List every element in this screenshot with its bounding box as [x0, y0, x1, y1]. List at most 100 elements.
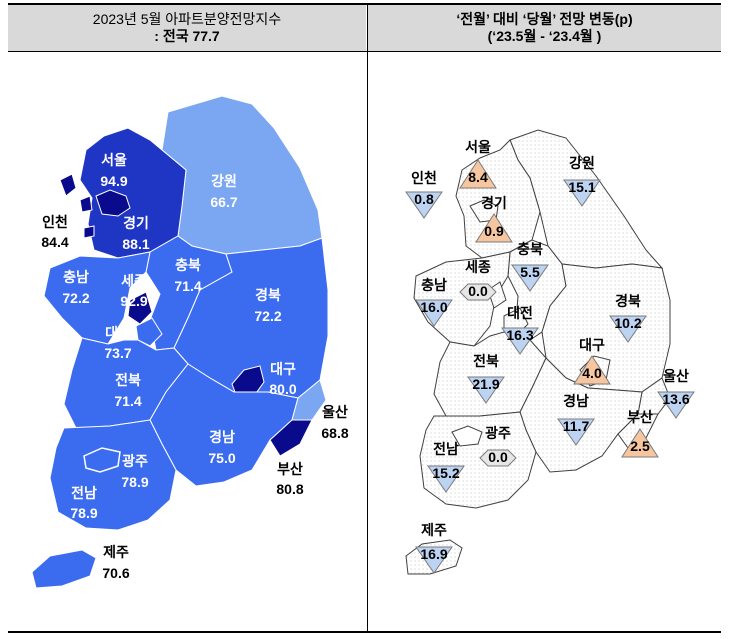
change-label-11: 울산 [663, 368, 689, 384]
value-jeonnam: 78.9 [70, 505, 97, 521]
change-value-13: 2.5 [630, 438, 650, 454]
change-marker-down-10 [467, 376, 505, 404]
change-marker-down-1 [405, 191, 443, 219]
change-marker-down-7 [609, 315, 647, 343]
label-incheon: 인천 [42, 214, 68, 230]
value-busan: 80.8 [276, 481, 303, 497]
change-marker-down-16 [415, 546, 453, 574]
change-value-2: 15.1 [568, 179, 595, 195]
value-seoul: 94.9 [100, 173, 127, 189]
change-value-7: 10.2 [614, 315, 641, 331]
change-value-6: 16.0 [420, 299, 447, 315]
value-daegu: 80.0 [269, 381, 296, 397]
region-incheon-b [79, 195, 93, 213]
value-incheon: 84.4 [41, 234, 68, 250]
label-seoul: 서울 [101, 152, 127, 168]
region-gwangju [83, 447, 121, 473]
label-busan: 부산 [277, 461, 303, 477]
label-jeonbuk: 전북 [115, 372, 141, 388]
label-gyeongbuk: 경북 [255, 287, 281, 303]
change-value-15: 15.2 [432, 465, 459, 481]
label-ulsan: 울산 [322, 404, 348, 420]
value-gyeongnam: 75.0 [208, 450, 235, 466]
label-gwangju: 광주 [122, 453, 148, 469]
change-label-13: 부산 [627, 409, 653, 425]
region-ulsan [291, 379, 327, 421]
label-daejeon: 대전 [105, 325, 131, 341]
label-gangwon: 강원 [211, 173, 237, 189]
value-daejeon: 73.7 [104, 345, 131, 361]
change-label-8: 대전 [507, 305, 533, 321]
left-header: 2023년 5월 아파트분양전망지수 : 전국 77.7 [8, 4, 366, 51]
label-chungbuk: 충북 [175, 257, 201, 273]
change-label-10: 전북 [473, 353, 499, 369]
change-marker-down-15 [427, 465, 465, 493]
region-busan [269, 419, 313, 457]
column-divider [367, 4, 368, 632]
label-gyeongnam: 경남 [209, 429, 235, 445]
left-header-subtitle: : 전국 77.7 [154, 27, 220, 44]
value-ulsan: 68.8 [321, 425, 348, 441]
change-marker-down-8 [501, 327, 539, 355]
change-markers: 서울 8.4 인천 0.8 강원 15.1 경기 0.9 충북 5.5 세종 0.0 충남 16.0 경북 1… [405, 139, 695, 574]
change-marker-zero-5 [459, 283, 497, 301]
label-daegu: 대구 [270, 361, 296, 377]
value-sejong: 92.9 [120, 293, 147, 309]
change-label-7: 경북 [615, 293, 641, 309]
right-header: ‘전월’ 대비 ‘당월’ 전망 변동(p) (‘23.5월 - ‘23.4월 ) [368, 4, 721, 51]
change-value-10: 21.9 [472, 376, 499, 392]
change-label-0: 서울 [465, 139, 491, 155]
value-jeju: 70.6 [102, 565, 129, 581]
region-chungnam [43, 251, 151, 345]
region-sejong [127, 291, 153, 325]
change-value-4: 5.5 [520, 264, 540, 280]
change-marker-up-13 [621, 428, 659, 458]
change-label-16: 제주 [421, 522, 447, 538]
change-value-16: 16.9 [420, 546, 447, 562]
region-jeonnam [49, 419, 177, 531]
change-label-12: 경남 [563, 393, 589, 409]
change-label-3: 경기 [481, 195, 507, 211]
change-value-1: 0.8 [414, 191, 434, 207]
change-region-seoul [469, 199, 499, 223]
change-value-11: 13.6 [662, 391, 689, 407]
bottom-rule [8, 631, 721, 633]
value-jeonbuk: 71.4 [114, 393, 141, 409]
change-label-6: 충남 [421, 277, 447, 293]
value-gyeonggi: 88.1 [122, 236, 149, 252]
change-marker-up-3 [475, 213, 513, 243]
change-region-gwangju [451, 425, 483, 447]
change-label-5: 세종 [465, 259, 491, 275]
change-region-busan [617, 413, 659, 449]
change-value-5: 0.0 [468, 283, 488, 299]
change-region-jeonnam [419, 411, 537, 509]
header-rule [8, 51, 721, 52]
region-incheon-c [83, 225, 95, 239]
region-daejeon [135, 317, 163, 347]
change-value-0: 8.4 [468, 169, 488, 185]
change-value-8: 16.3 [506, 327, 533, 343]
value-gyeongbuk: 72.2 [254, 308, 281, 324]
right-header-title: ‘전월’ 대비 ‘당월’ 전망 변동(p) [456, 10, 633, 27]
change-value-9: 4.0 [582, 365, 602, 381]
change-marker-up-0 [459, 159, 497, 189]
change-label-15: 전남 [433, 441, 459, 457]
change-region-chungnam [413, 251, 511, 347]
region-seoul [95, 189, 131, 217]
change-marker-up-9 [573, 355, 611, 385]
change-value-14: 0.0 [488, 449, 508, 465]
change-label-2: 강원 [569, 155, 595, 171]
value-chungnam: 72.2 [62, 290, 89, 306]
region-jeju [31, 549, 97, 589]
label-jeju: 제주 [103, 544, 129, 560]
top-rule [8, 3, 721, 5]
label-chungnam: 충남 [63, 269, 89, 285]
change-marker-down-2 [563, 179, 601, 207]
label-gyeonggi: 경기 [123, 215, 149, 231]
change-marker-down-4 [511, 264, 549, 292]
change-value-3: 0.9 [484, 223, 504, 239]
value-gwangju: 78.9 [121, 474, 148, 490]
label-jeonnam: 전남 [71, 485, 97, 501]
